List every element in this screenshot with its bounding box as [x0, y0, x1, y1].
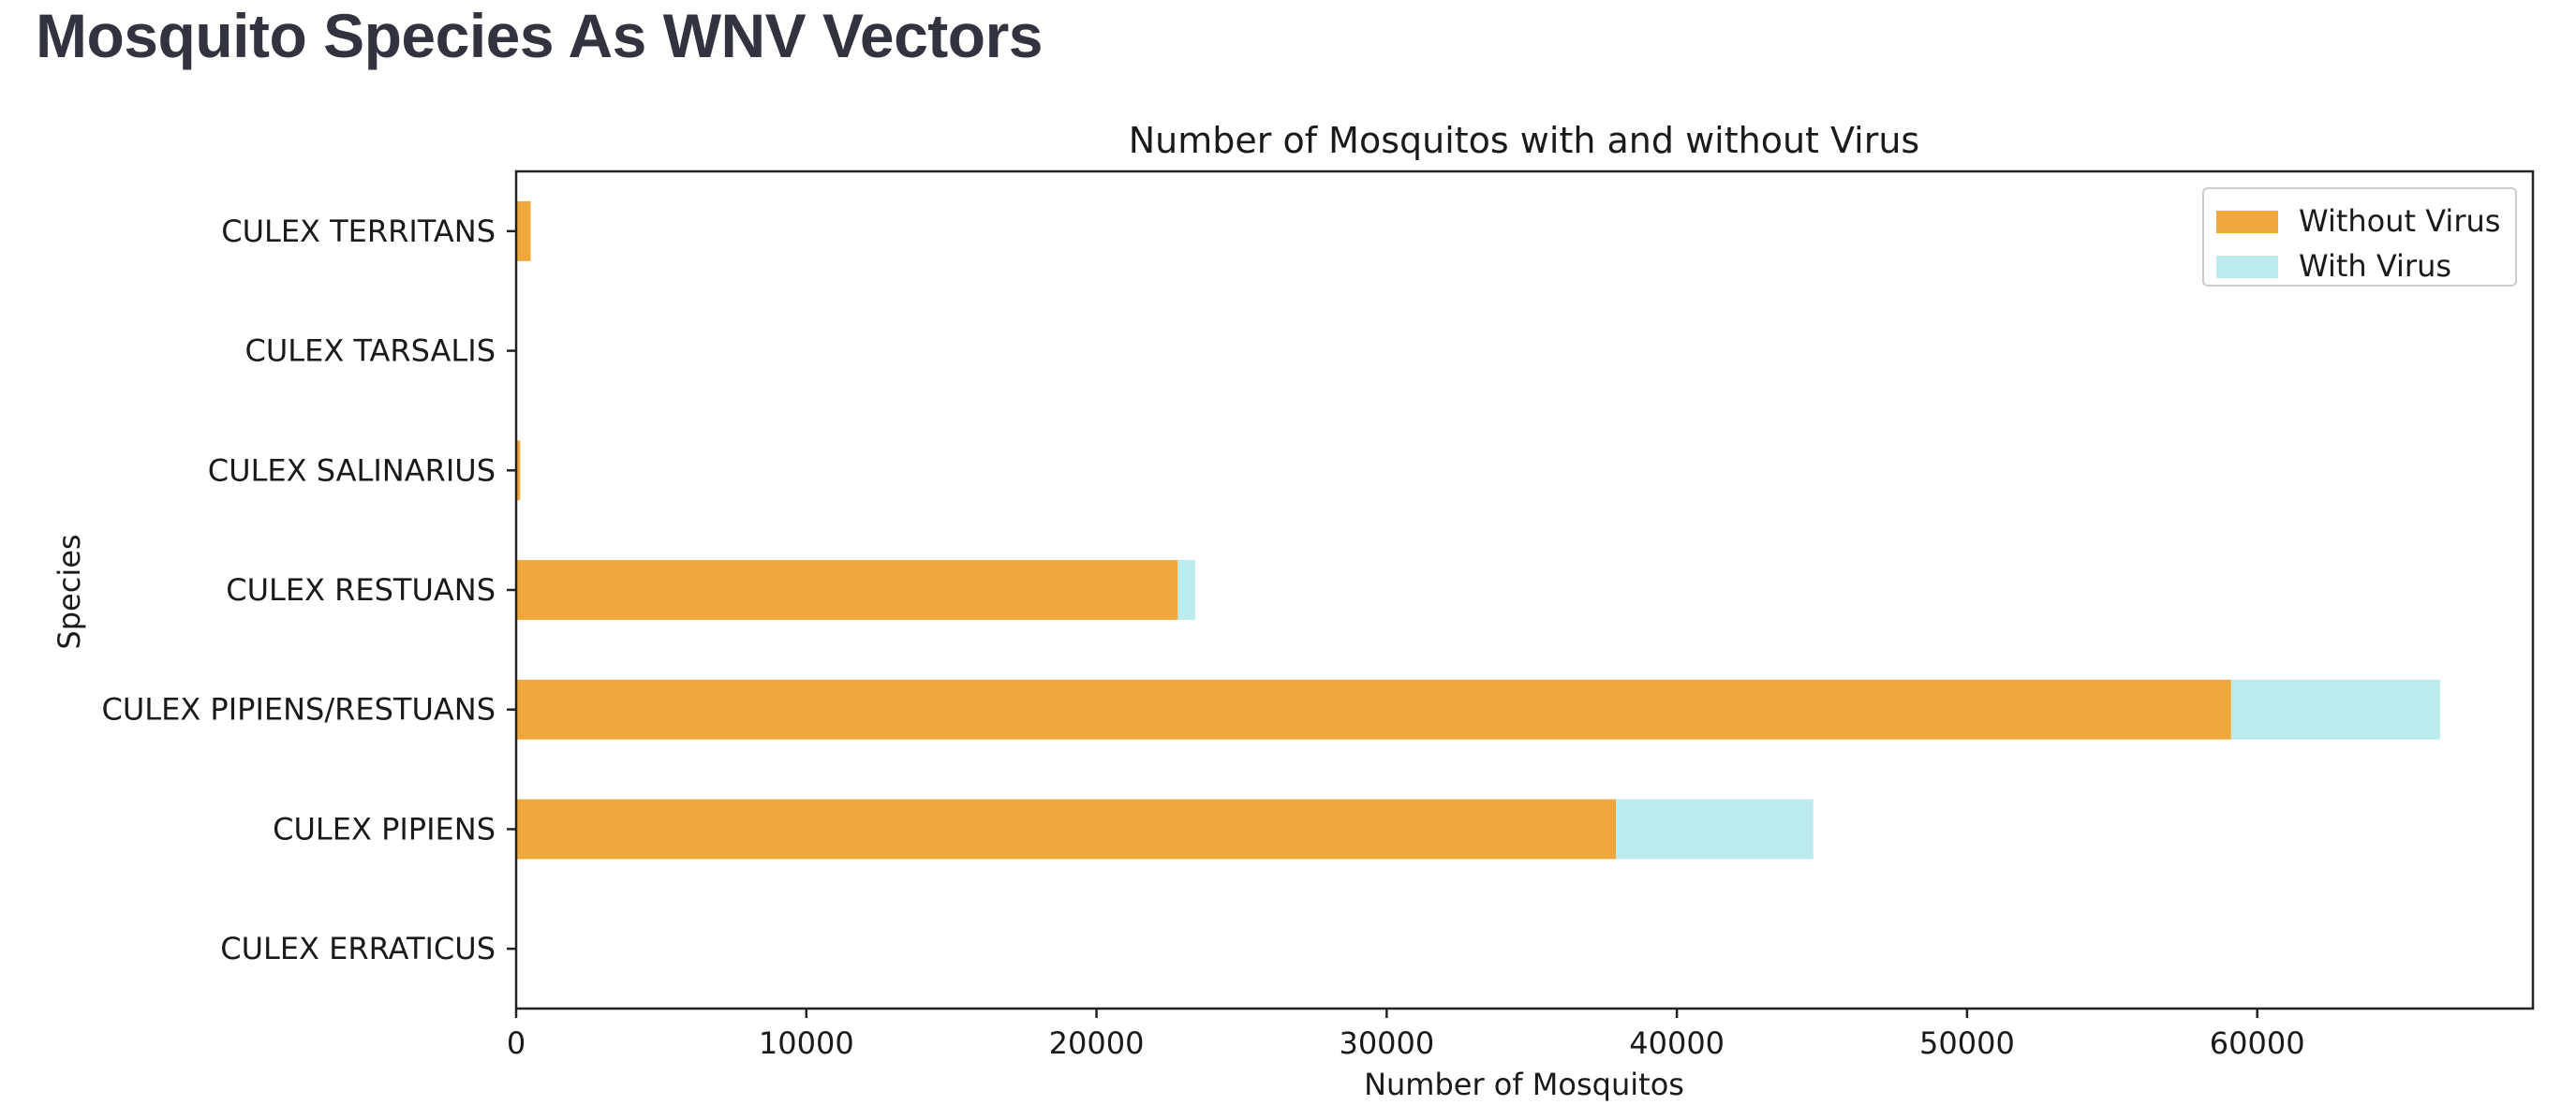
x-tick-label: 30000: [1339, 1025, 1434, 1061]
bar-with-virus: [2230, 679, 2440, 740]
x-tick-label: 0: [507, 1025, 526, 1061]
bar-without-virus: [516, 440, 521, 501]
page-heading: Mosquito Species As WNV Vectors: [36, 1, 1043, 70]
bar-without-virus: [516, 679, 2231, 740]
bar-with-virus: [1177, 560, 1195, 620]
y-tick-label: CULEX SALINARIUS: [208, 452, 496, 488]
bar-without-virus: [516, 799, 1617, 860]
legend-box: [2202, 187, 2517, 287]
ticks-layer: CULEX ERRATICUS CULEX PIPIENS CULEX PIPIEN…: [102, 214, 2305, 1061]
bars-layer: [516, 200, 2440, 980]
legend-swatch: [2216, 211, 2278, 233]
y-tick-label: CULEX ERRATICUS: [220, 931, 496, 966]
plot-frame: [514, 169, 2535, 1010]
x-tick-label: 50000: [1919, 1025, 2015, 1061]
legend-label: Without Virus: [2299, 203, 2500, 239]
chart-title: Number of Mosquitos with and without Vir…: [1129, 120, 1919, 161]
legend-swatch: [2216, 256, 2278, 278]
y-tick-label: CULEX RESTUANS: [226, 572, 496, 608]
y-tick-label: CULEX TERRITANS: [221, 214, 496, 249]
x-axis-label: Number of Mosquitos: [1364, 1067, 1684, 1102]
bar-with-virus: [1616, 799, 1814, 860]
y-axis-label: Species: [52, 534, 87, 649]
y-tick-label: CULEX PIPIENS/RESTUANS: [102, 692, 496, 728]
bar-without-virus: [516, 560, 1178, 620]
x-tick-label: 20000: [1049, 1025, 1145, 1061]
y-tick-label: CULEX PIPIENS: [273, 811, 496, 847]
legend-label: With Virus: [2299, 248, 2451, 284]
x-tick-label: 40000: [1629, 1025, 1725, 1061]
y-tick-label: CULEX TARSALIS: [245, 333, 496, 369]
x-tick-label: 10000: [759, 1025, 854, 1061]
legend: Without Virus With Virus: [2202, 187, 2517, 287]
bar-without-virus: [516, 200, 531, 261]
x-tick-label: 60000: [2210, 1025, 2305, 1061]
